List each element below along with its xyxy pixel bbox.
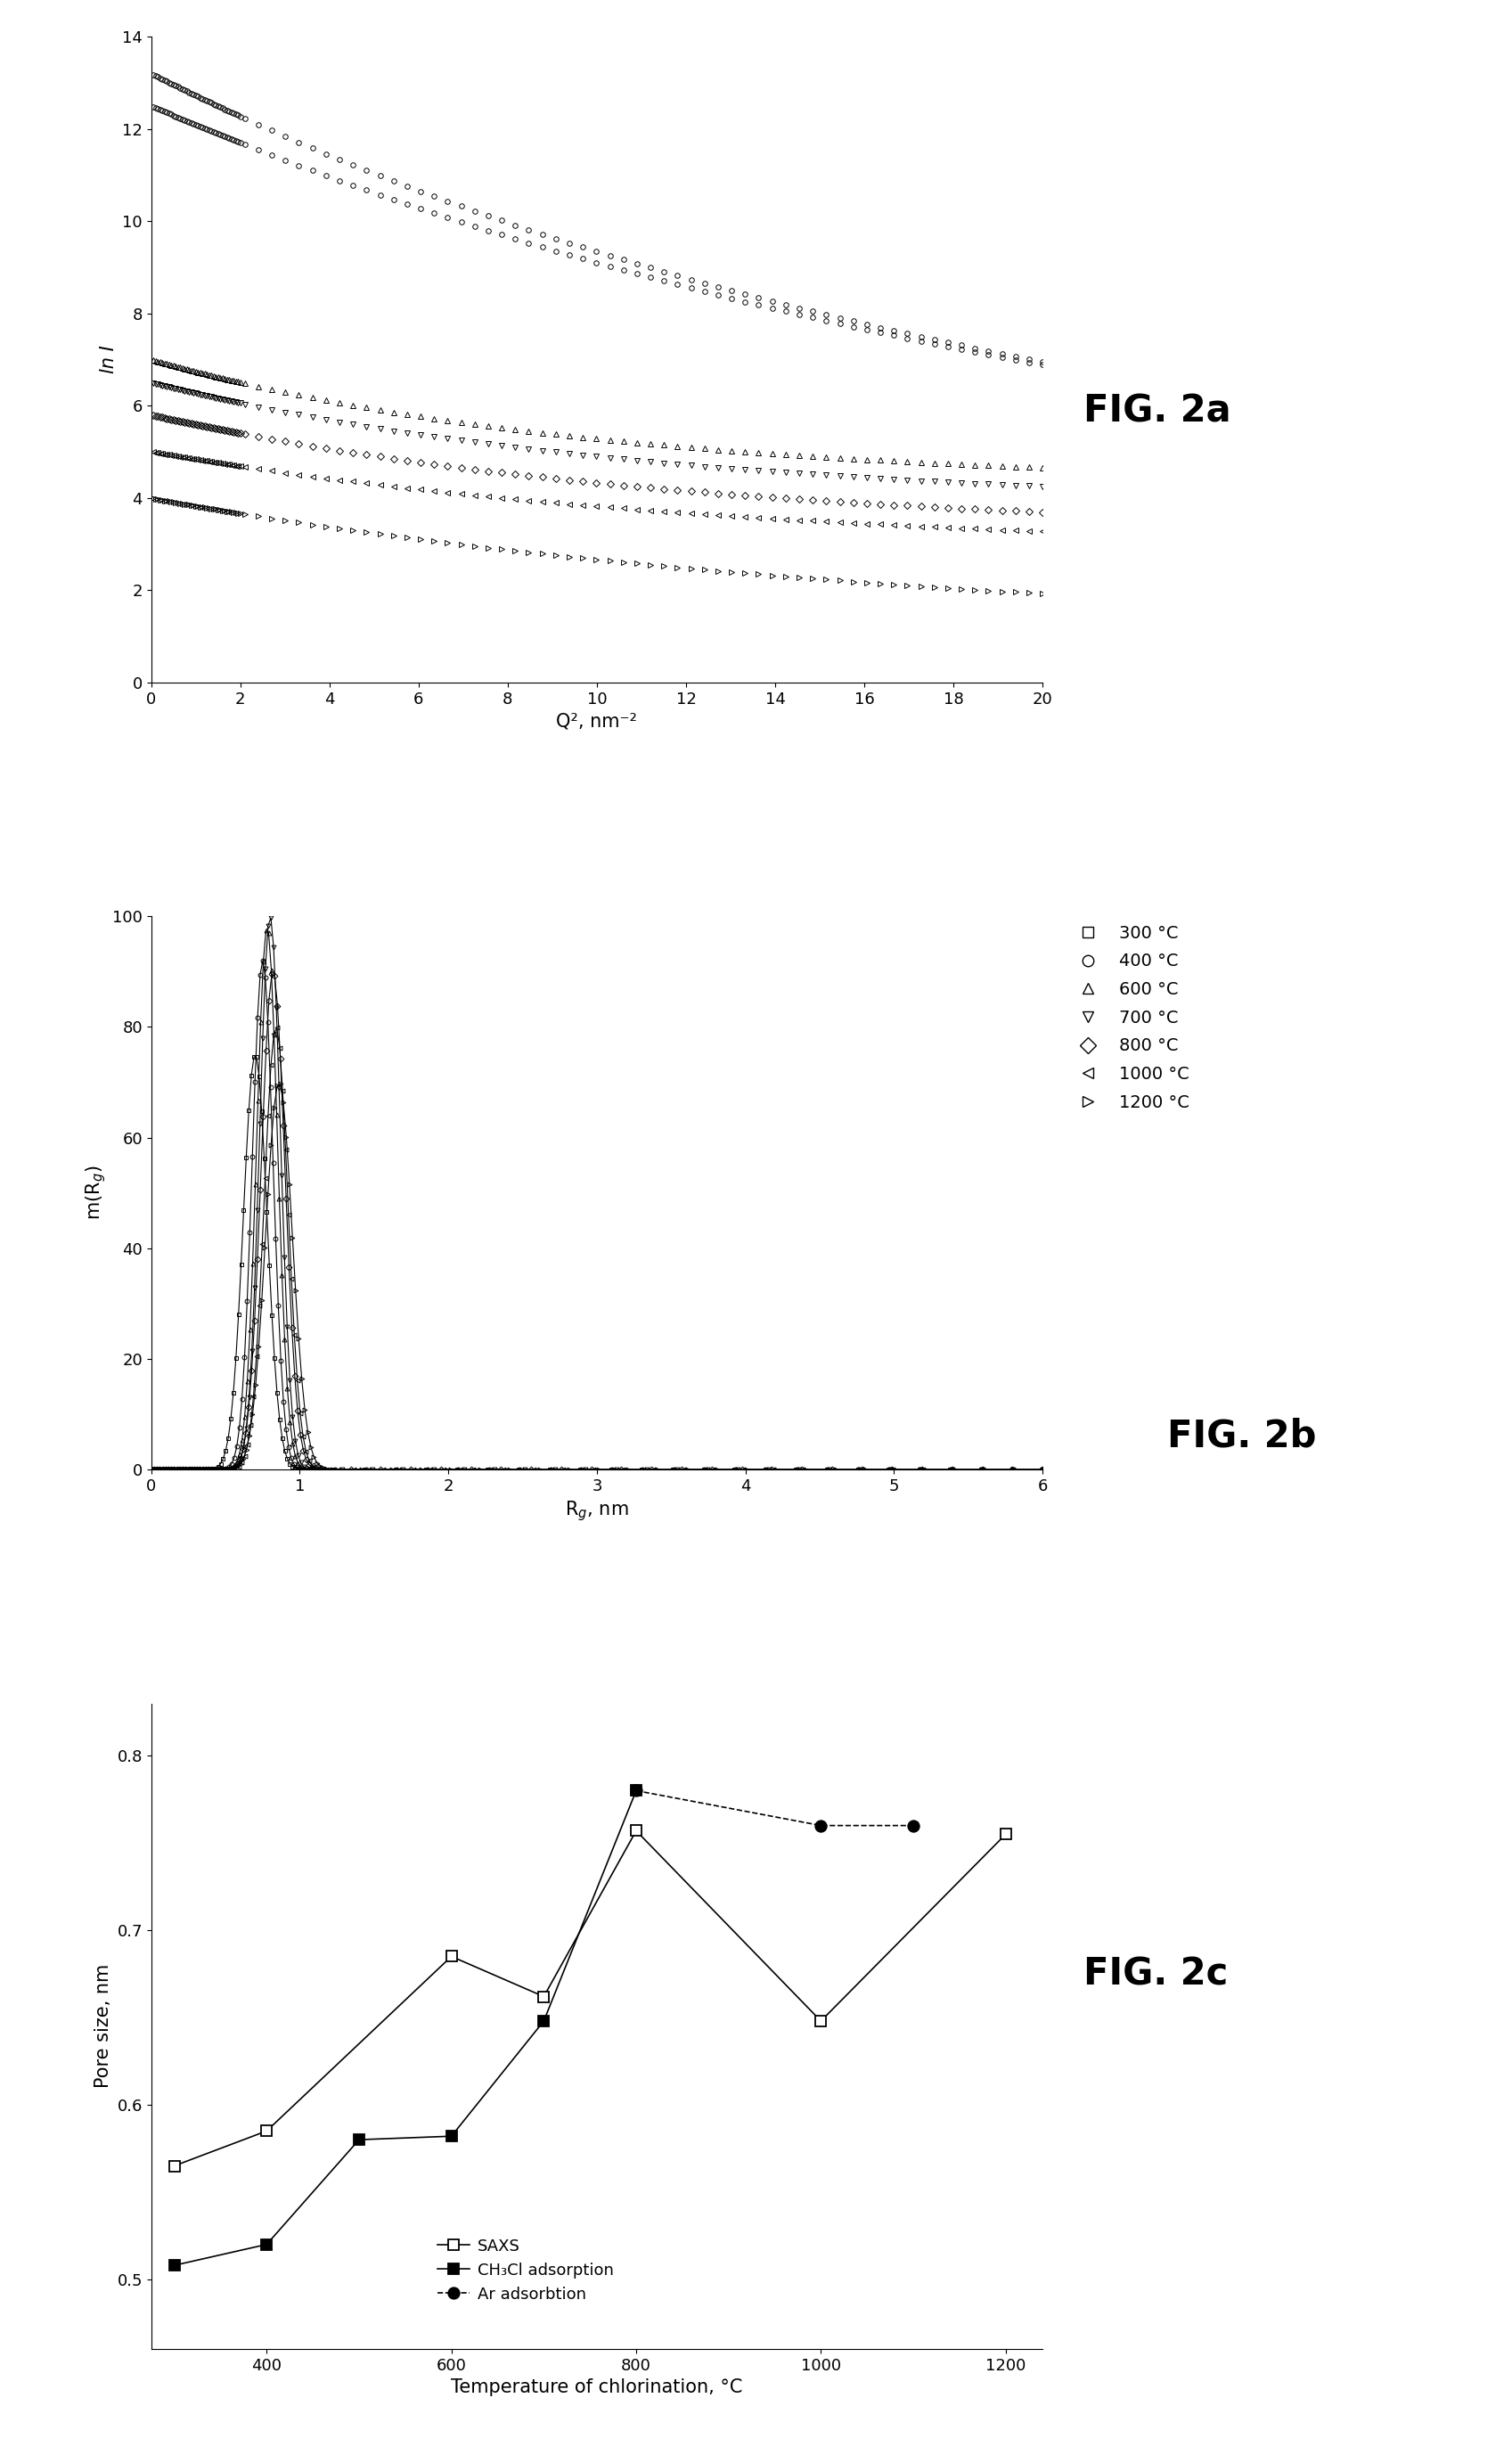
SAXS [812, 2007, 830, 2036]
SAXS [996, 1821, 1015, 1850]
SAXS [627, 1816, 646, 1845]
X-axis label: Q², nm⁻²: Q², nm⁻² [556, 712, 638, 729]
CH₃Cl adsorption [627, 1777, 646, 1806]
X-axis label: Temperature of chlorination, °C: Temperature of chlorination, °C [451, 2378, 742, 2396]
SAXS [535, 1982, 553, 2011]
SAXS [165, 2151, 183, 2180]
Y-axis label: ln I: ln I [100, 345, 118, 374]
SAXS [443, 1943, 461, 1972]
Y-axis label: Pore size, nm: Pore size, nm [94, 1965, 112, 2087]
Text: FIG. 2b: FIG. 2b [1167, 1417, 1317, 1456]
CH₃Cl adsorption [349, 2124, 367, 2153]
CH₃Cl adsorption [443, 2122, 461, 2151]
Text: FIG. 2c: FIG. 2c [1083, 1955, 1228, 1994]
X-axis label: R$_g$, nm: R$_g$, nm [565, 1500, 629, 1522]
Ar adsorbtion [904, 1811, 922, 1840]
Ar adsorbtion [812, 1811, 830, 1840]
CH₃Cl adsorption [535, 2007, 553, 2036]
Ar adsorbtion [627, 1777, 646, 1806]
Line: Ar adsorbtion: Ar adsorbtion [631, 1784, 919, 1830]
Line: CH₃Cl adsorption: CH₃Cl adsorption [169, 1786, 641, 2271]
Text: FIG. 2a: FIG. 2a [1083, 392, 1231, 431]
Line: SAXS: SAXS [169, 1825, 1010, 2170]
CH₃Cl adsorption [165, 2251, 183, 2281]
Y-axis label: m(R$_g$): m(R$_g$) [83, 1165, 107, 1221]
Legend: SAXS, CH₃Cl adsorption, Ar adsorbtion: SAXS, CH₃Cl adsorption, Ar adsorbtion [431, 2232, 620, 2310]
CH₃Cl adsorption [257, 2229, 275, 2259]
Legend: 300 °C, 400 °C, 600 °C, 700 °C, 800 °C, 1000 °C, 1200 °C: 300 °C, 400 °C, 600 °C, 700 °C, 800 °C, … [1070, 925, 1190, 1111]
SAXS [257, 2117, 275, 2146]
